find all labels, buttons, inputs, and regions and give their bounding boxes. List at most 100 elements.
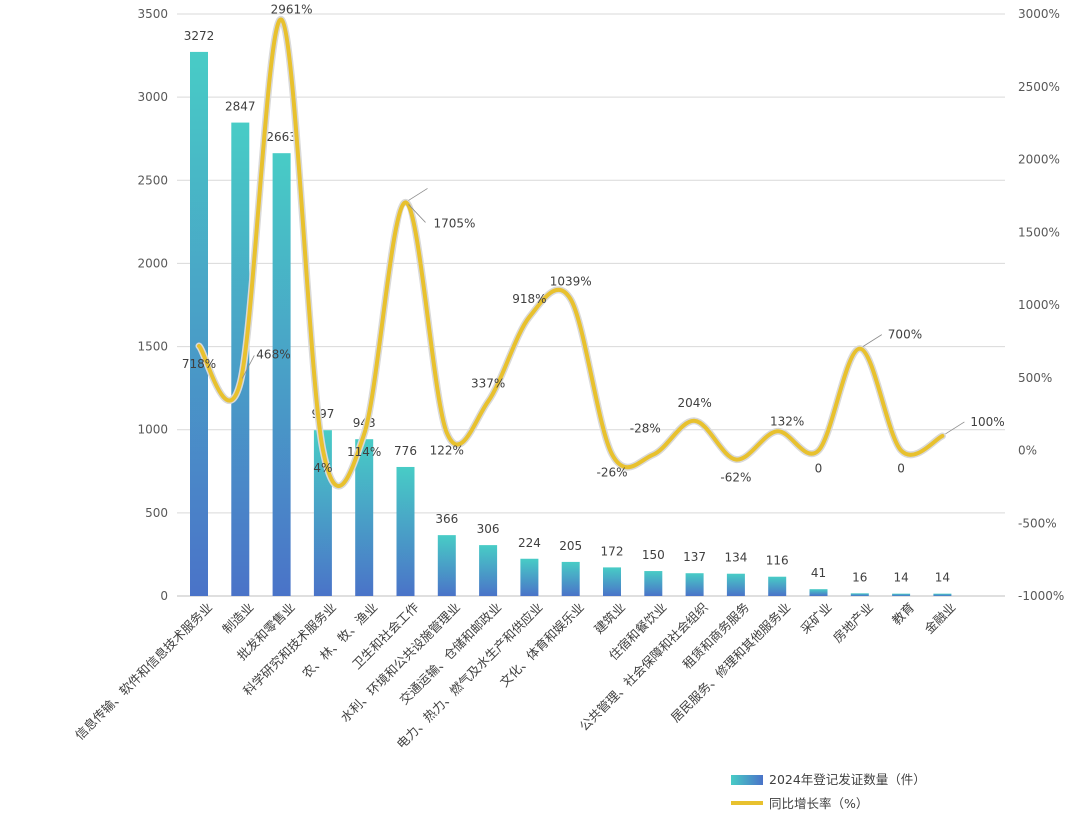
x-category-label: 建筑业 — [591, 600, 628, 637]
line-point — [569, 297, 573, 301]
line-point — [940, 434, 944, 438]
line-series-path — [197, 17, 945, 489]
right-y-tick-label: 2500% — [1018, 80, 1060, 94]
right-y-tick-label: 3000% — [1018, 7, 1060, 21]
bar-data-label: 3272 — [184, 29, 215, 43]
bar-data-label: 150 — [642, 548, 665, 562]
x-category-label: 制造业 — [219, 600, 256, 637]
left-y-tick-label: 1000 — [137, 423, 168, 437]
line-data-label: 122% — [430, 444, 464, 458]
line-point — [693, 419, 697, 423]
line-data-label: 2961% — [271, 3, 313, 17]
bar — [933, 593, 952, 596]
bar — [850, 593, 869, 596]
bar-data-label: 776 — [394, 444, 417, 458]
x-category-label: 教育 — [889, 600, 917, 628]
right-y-tick-label: 1500% — [1018, 225, 1060, 239]
line-data-label: 1039% — [550, 274, 592, 288]
line-data-label: 918% — [512, 292, 546, 306]
line-data-label: 204% — [677, 396, 711, 410]
line-data-label: 100% — [970, 415, 1004, 429]
label-leader-line — [945, 421, 965, 435]
line-data-labels: 718% 468% 2961% 4% 114% 1705% 122% 337% 918% 1039… — [182, 3, 1005, 485]
bar-data-label: 205 — [559, 539, 582, 553]
line-point — [280, 18, 284, 22]
bar — [437, 535, 456, 596]
line-point — [445, 431, 449, 435]
line-data-label: 718% — [182, 357, 216, 371]
line-point — [404, 200, 407, 204]
bar — [231, 122, 250, 597]
label-leader-line — [408, 188, 428, 201]
left-y-tick-label: 1500 — [137, 340, 168, 354]
bar — [272, 153, 291, 596]
bar — [190, 51, 208, 596]
bar-data-label: 116 — [766, 554, 789, 568]
line-point — [238, 380, 242, 384]
bar-data-label: 134 — [724, 551, 747, 565]
line-data-label: 468% — [256, 347, 290, 361]
bar — [479, 545, 498, 596]
line-data-label: 132% — [770, 414, 804, 428]
line-point — [775, 429, 779, 433]
x-category-label: 农、林、牧、渔业 — [299, 600, 380, 681]
line-data-label: 4% — [313, 461, 332, 475]
bar-data-label: 41 — [811, 566, 826, 580]
bar — [726, 573, 745, 596]
bar-data-label: 137 — [683, 550, 706, 564]
line-data-label: -62% — [720, 471, 751, 485]
line-data-label: 700% — [888, 328, 922, 342]
right-y-tick-label: 0% — [1018, 444, 1037, 458]
line-data-label: 114% — [347, 445, 381, 459]
x-category-label: 房地产业 — [830, 600, 876, 646]
bar — [355, 439, 374, 596]
bar-series — [190, 51, 952, 597]
left-y-tick-label: 0 — [160, 589, 168, 603]
right-y-tick-label: 500% — [1018, 371, 1052, 385]
bar — [892, 593, 911, 596]
line-point — [899, 449, 903, 452]
right-y-axis: -1000% -500% 0% 500% 1000% 1500% 2000% 2500% 300… — [1018, 7, 1064, 603]
bar — [561, 561, 580, 596]
x-category-label: 采矿业 — [797, 600, 834, 637]
left-y-tick-label: 500 — [145, 506, 168, 520]
bar-data-label: 2663 — [266, 130, 297, 144]
legend-bar-label: 2024年登记发证数量（件） — [769, 772, 926, 787]
bar-data-label: 16 — [852, 570, 867, 584]
line-data-label: 337% — [471, 376, 505, 390]
line-point — [321, 448, 325, 452]
bar-data-label: 14 — [893, 571, 908, 585]
line-point — [527, 315, 531, 319]
legend-line-label: 同比增长率（%） — [769, 796, 868, 811]
left-y-tick-label: 3000 — [137, 90, 168, 104]
x-category-labels: 信息传输、软件和信息技术服务业 制造业批发和零售业科学研究和技术服务业农、林、牧、… — [72, 599, 959, 751]
label-leader-line — [862, 334, 883, 347]
line-point — [610, 452, 614, 456]
bar-data-label: 306 — [477, 522, 500, 536]
line-point — [651, 453, 655, 457]
line-point — [197, 344, 201, 348]
bar — [768, 576, 787, 596]
label-leader-line — [241, 355, 255, 379]
right-y-tick-label: 2000% — [1018, 153, 1060, 167]
left-y-axis: 0 500 1000 1500 2000 2500 3000 3500 — [137, 7, 168, 603]
bar-data-label: 172 — [601, 544, 624, 558]
line-data-label: 1705% — [434, 216, 476, 230]
line-data-label: 0 — [815, 462, 823, 476]
line-series — [195, 16, 946, 490]
left-y-tick-label: 2000 — [137, 256, 168, 270]
left-y-tick-label: 2500 — [137, 173, 168, 187]
gridlines — [177, 13, 1005, 597]
right-y-tick-label: -500% — [1018, 516, 1057, 530]
label-leader-line — [408, 204, 426, 223]
right-y-tick-label: -1000% — [1018, 589, 1064, 603]
bar — [644, 571, 663, 596]
bar — [685, 573, 704, 596]
x-category-label: 金融业 — [921, 600, 958, 637]
bar — [809, 589, 828, 596]
bar — [520, 558, 539, 596]
line-point — [362, 432, 366, 436]
bar-data-label: 14 — [935, 571, 950, 585]
